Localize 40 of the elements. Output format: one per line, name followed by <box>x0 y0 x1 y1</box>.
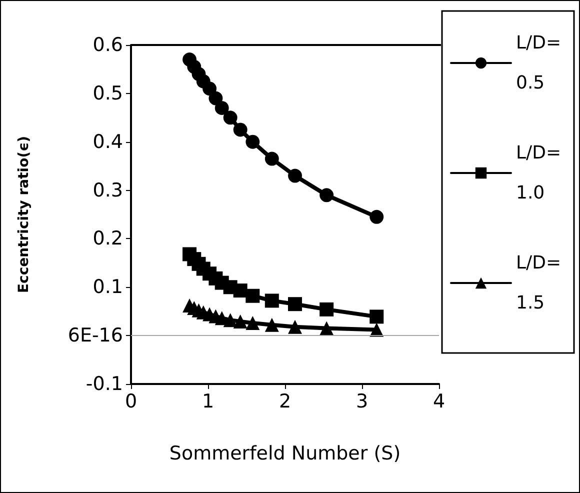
x-tick-label: 3 <box>356 390 368 412</box>
point <box>264 318 279 332</box>
legend-label: L/D=0.5 <box>516 32 562 94</box>
point <box>370 210 384 224</box>
point <box>223 313 238 328</box>
y-tick-label: 0.3 <box>92 179 123 202</box>
point <box>320 302 334 316</box>
point <box>288 168 302 183</box>
x-axis-title: Sommerfeld Number (S) <box>169 442 401 464</box>
point <box>233 314 248 329</box>
y-tick-label: 0.1 <box>92 276 123 298</box>
point <box>246 288 260 303</box>
y-axis-title: Eccentricity ratio(ϵ) <box>16 136 32 294</box>
x-tick-label: 0 <box>124 390 138 412</box>
point <box>320 321 334 336</box>
y-tick-label: 0.4 <box>92 130 123 153</box>
x-tick-label: 4 <box>432 390 446 412</box>
legend-label: L/D=1.5 <box>516 252 562 314</box>
point <box>233 284 248 298</box>
point <box>214 100 229 115</box>
y-tick-label: -0.1 <box>86 373 123 395</box>
point <box>288 297 302 312</box>
x-tick-label: 1 <box>202 390 214 412</box>
point <box>208 91 223 106</box>
point <box>202 82 217 96</box>
legend-label: L/D=1.0 <box>516 142 562 204</box>
point <box>246 134 260 149</box>
point <box>264 294 279 308</box>
point <box>233 122 248 137</box>
point <box>288 320 302 334</box>
y-tick-label: 6E-16 <box>68 324 123 347</box>
point <box>370 310 384 324</box>
y-tick-label: 0.6 <box>92 34 123 56</box>
point <box>264 152 279 166</box>
y-tick-label: 0.2 <box>92 228 123 250</box>
y-tick-label: 0.5 <box>92 82 123 104</box>
point <box>223 110 238 125</box>
point <box>320 188 334 202</box>
x-tick-label: 2 <box>278 390 292 412</box>
point <box>246 316 260 330</box>
